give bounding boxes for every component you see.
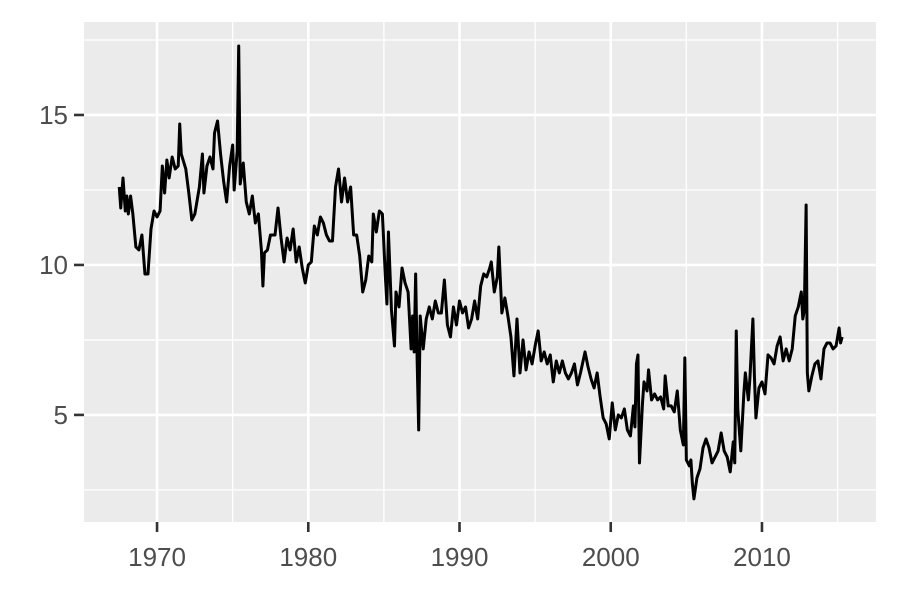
y-tick-label: 5 [54,400,68,430]
x-tick-label: 2010 [733,542,791,572]
panel-background [84,22,876,522]
x-tick-label: 1970 [128,542,186,572]
data-line [117,44,844,501]
x-tick-label: 1980 [279,542,337,572]
y-tick-label: 15 [39,100,68,130]
y-tick-label: 10 [39,250,68,280]
x-tick-label: 2000 [582,542,640,572]
x-tick-label: 1990 [431,542,489,572]
